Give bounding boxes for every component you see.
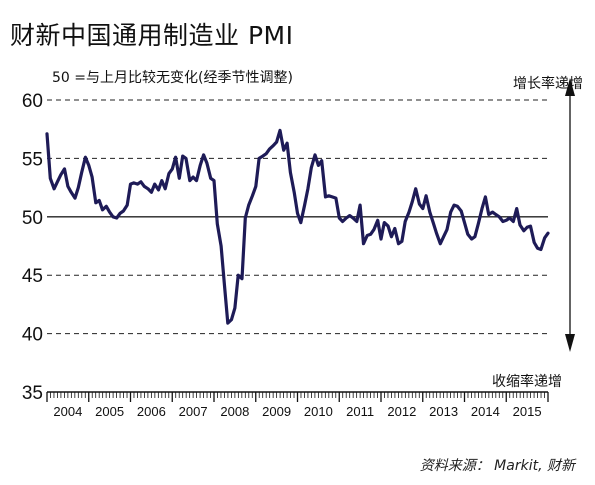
y-tick-label: 60 (22, 91, 43, 112)
chart-subtitle: 50 =与上月比较无变化(经季节性调整) (52, 70, 293, 86)
y-tick-label: 45 (22, 266, 43, 287)
y-tick-label: 50 (22, 208, 43, 229)
x-tick-label: 2012 (387, 404, 416, 419)
x-tick-label: 2005 (95, 404, 124, 419)
x-tick-label: 2014 (471, 404, 500, 419)
series-line-pmi (45, 128, 550, 325)
x-tick-label: 2009 (262, 404, 291, 419)
arrow-down-head (565, 334, 575, 352)
source-note: 资料来源： Markit, 财新 (419, 458, 575, 474)
y-tick-label: 40 (22, 325, 43, 346)
x-tick-label: 2015 (513, 404, 542, 419)
x-tick-label: 2007 (179, 404, 208, 419)
y-tick-label: 55 (22, 149, 43, 170)
annotation-up: 增长率递增 (513, 76, 583, 92)
x-tick-label: 2008 (220, 404, 249, 419)
x-tick-label: 2010 (304, 404, 333, 419)
x-tick-label: 2013 (429, 404, 458, 419)
x-tick-label: 2011 (346, 404, 374, 419)
x-tick-label: 2006 (137, 404, 166, 419)
y-tick-label: 35 (22, 383, 43, 404)
chart-title: 财新中国通用制造业 PMI (10, 21, 294, 50)
arrow-up-head (565, 78, 575, 96)
annotation-down: 收缩率递增 (492, 374, 562, 390)
x-tick-label: 2004 (53, 404, 82, 419)
